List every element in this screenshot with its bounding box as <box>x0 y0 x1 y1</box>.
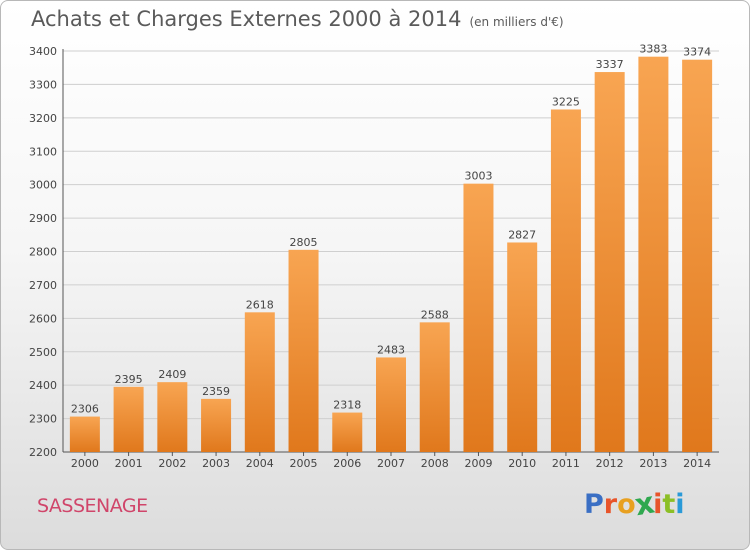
data-label: 2588 <box>421 308 449 321</box>
bar <box>201 398 232 452</box>
y-tick-label: 3000 <box>29 179 57 192</box>
bar <box>419 322 450 452</box>
data-label: 3383 <box>639 43 667 56</box>
x-tick-label: 2009 <box>464 457 492 470</box>
data-label: 2827 <box>508 228 536 241</box>
x-tick-label: 2003 <box>202 457 230 470</box>
x-tick-label: 2008 <box>421 457 449 470</box>
y-tick-label: 2200 <box>29 446 57 459</box>
y-tick-label: 2800 <box>29 246 57 259</box>
chart-title: Achats et Charges Externes 2000 à 2014 (e… <box>31 7 564 31</box>
x-tick-label: 2006 <box>333 457 361 470</box>
data-label: 3225 <box>552 95 580 108</box>
bar <box>638 56 669 452</box>
x-tick-label: 2007 <box>377 457 405 470</box>
bar <box>113 386 144 452</box>
data-label: 2483 <box>377 343 405 356</box>
x-tick-label: 2013 <box>639 457 667 470</box>
data-label: 3374 <box>683 46 711 59</box>
bar <box>507 242 538 452</box>
data-label: 2395 <box>115 373 143 386</box>
data-labels: 2306 2395 2409 2359 2618 2805 2318 2483 2588 3003… <box>71 43 711 416</box>
logo-letter: r <box>603 489 618 520</box>
y-tick-labels: 2200 2300 2400 2500 2600 2700 2800 2900 3000 3100… <box>29 45 57 459</box>
bar <box>376 357 406 452</box>
y-tick-label: 2500 <box>29 346 57 359</box>
x-tick-label: 2010 <box>508 457 536 470</box>
x-tick-labels: 2000 2001 2002 2003 2004 2005 2006 2007 2008 2009… <box>71 457 711 470</box>
x-tick-label: 2012 <box>596 457 624 470</box>
data-label: 2318 <box>333 399 361 412</box>
logo-letter: o <box>617 489 636 520</box>
logo-letter: i <box>675 489 685 520</box>
bars <box>69 56 713 453</box>
data-label: 3337 <box>596 58 624 71</box>
x-tick-label: 2001 <box>115 457 143 470</box>
bar <box>594 72 625 453</box>
bar <box>550 109 581 453</box>
y-tick-label: 2400 <box>29 379 57 392</box>
data-label: 2409 <box>158 368 186 381</box>
y-tick-label: 3200 <box>29 112 57 125</box>
data-label: 2618 <box>246 298 274 311</box>
y-tick-label: 3100 <box>29 145 57 158</box>
bar <box>157 382 188 452</box>
y-tick-label: 2600 <box>29 312 57 325</box>
x-tick-label: 2000 <box>71 457 99 470</box>
logo-letter: P <box>584 489 604 520</box>
bar <box>463 183 494 452</box>
y-tick-label: 3400 <box>29 45 57 58</box>
data-label: 2805 <box>290 236 318 249</box>
x-tick-label: 2014 <box>683 457 711 470</box>
bar <box>332 412 363 452</box>
data-label: 2306 <box>71 403 99 416</box>
x-tick-label: 2004 <box>246 457 274 470</box>
bar <box>682 59 713 453</box>
y-tick-label: 2300 <box>29 413 57 426</box>
city-name: SASSENAGE <box>37 495 148 517</box>
y-tick-label: 2700 <box>29 279 57 292</box>
bar <box>244 312 275 452</box>
x-tick-label: 2005 <box>290 457 318 470</box>
chart-title-text: Achats et Charges Externes 2000 à 2014 <box>31 7 462 31</box>
chart-unit: (en milliers d'€) <box>469 15 564 29</box>
bar <box>69 416 100 452</box>
y-tick-label: 2900 <box>29 212 57 225</box>
logo-letter: i <box>653 489 663 520</box>
data-label: 2359 <box>202 385 230 398</box>
logo-letter: t <box>662 489 676 520</box>
bar <box>288 249 319 452</box>
y-tick-label: 3300 <box>29 78 57 91</box>
x-tick-label: 2011 <box>552 457 580 470</box>
x-tick-label: 2002 <box>158 457 186 470</box>
proxiti-logo: Proxiti <box>584 486 685 523</box>
data-label: 3003 <box>464 170 492 183</box>
